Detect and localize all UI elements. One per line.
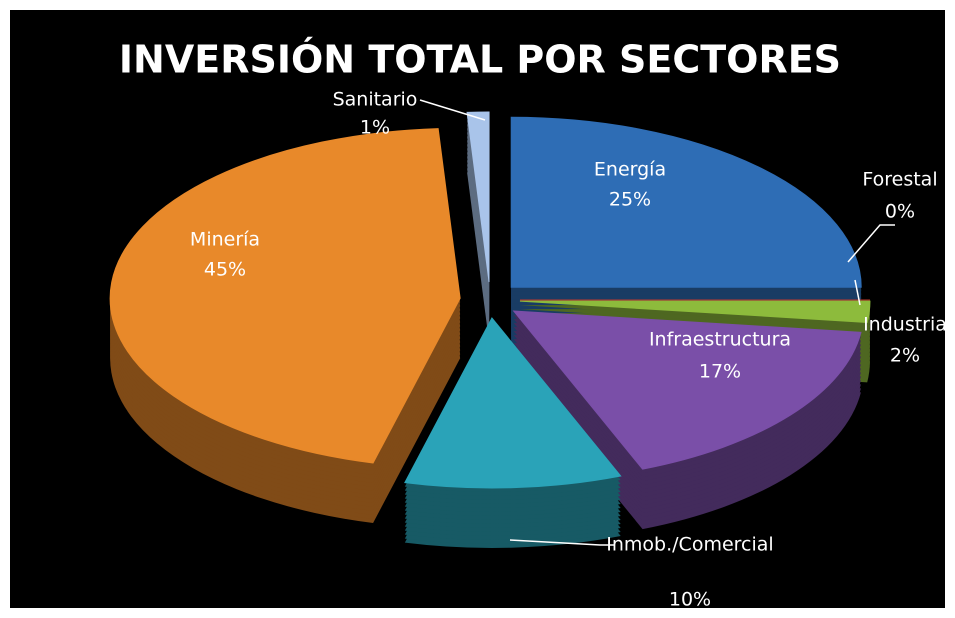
category-label: Inmob./Comercial bbox=[606, 534, 773, 556]
value-label: 45% bbox=[204, 259, 246, 281]
slice bbox=[109, 128, 461, 464]
category-label: Sanitario bbox=[333, 89, 418, 111]
slice bbox=[466, 111, 490, 283]
value-label: 1% bbox=[360, 117, 390, 139]
category-label: Minería bbox=[190, 229, 260, 251]
leader-line bbox=[847, 224, 895, 263]
value-label: 2% bbox=[890, 345, 920, 367]
slice bbox=[404, 317, 622, 489]
leader-line bbox=[854, 279, 861, 306]
labels: Energía 25% Forestal 0% Industria 2% Infraestr… bbox=[190, 89, 947, 611]
category-label: Forestal bbox=[862, 169, 937, 191]
value-label: 17% bbox=[699, 361, 741, 383]
slice-tops bbox=[109, 111, 871, 489]
category-label: Infraestructura bbox=[649, 329, 791, 351]
value-label: 0% bbox=[885, 201, 915, 223]
category-label: Energía bbox=[594, 159, 666, 181]
value-label: 10% bbox=[669, 589, 711, 611]
value-label: 25% bbox=[609, 189, 651, 211]
category-label: Industria bbox=[863, 314, 947, 336]
slice bbox=[512, 310, 862, 470]
slice bbox=[519, 300, 871, 323]
chart-title: INVERSIÓN TOTAL POR SECTORES bbox=[119, 38, 841, 82]
leader-line bbox=[509, 539, 615, 546]
leader-line bbox=[419, 99, 486, 121]
slice bbox=[510, 116, 862, 288]
